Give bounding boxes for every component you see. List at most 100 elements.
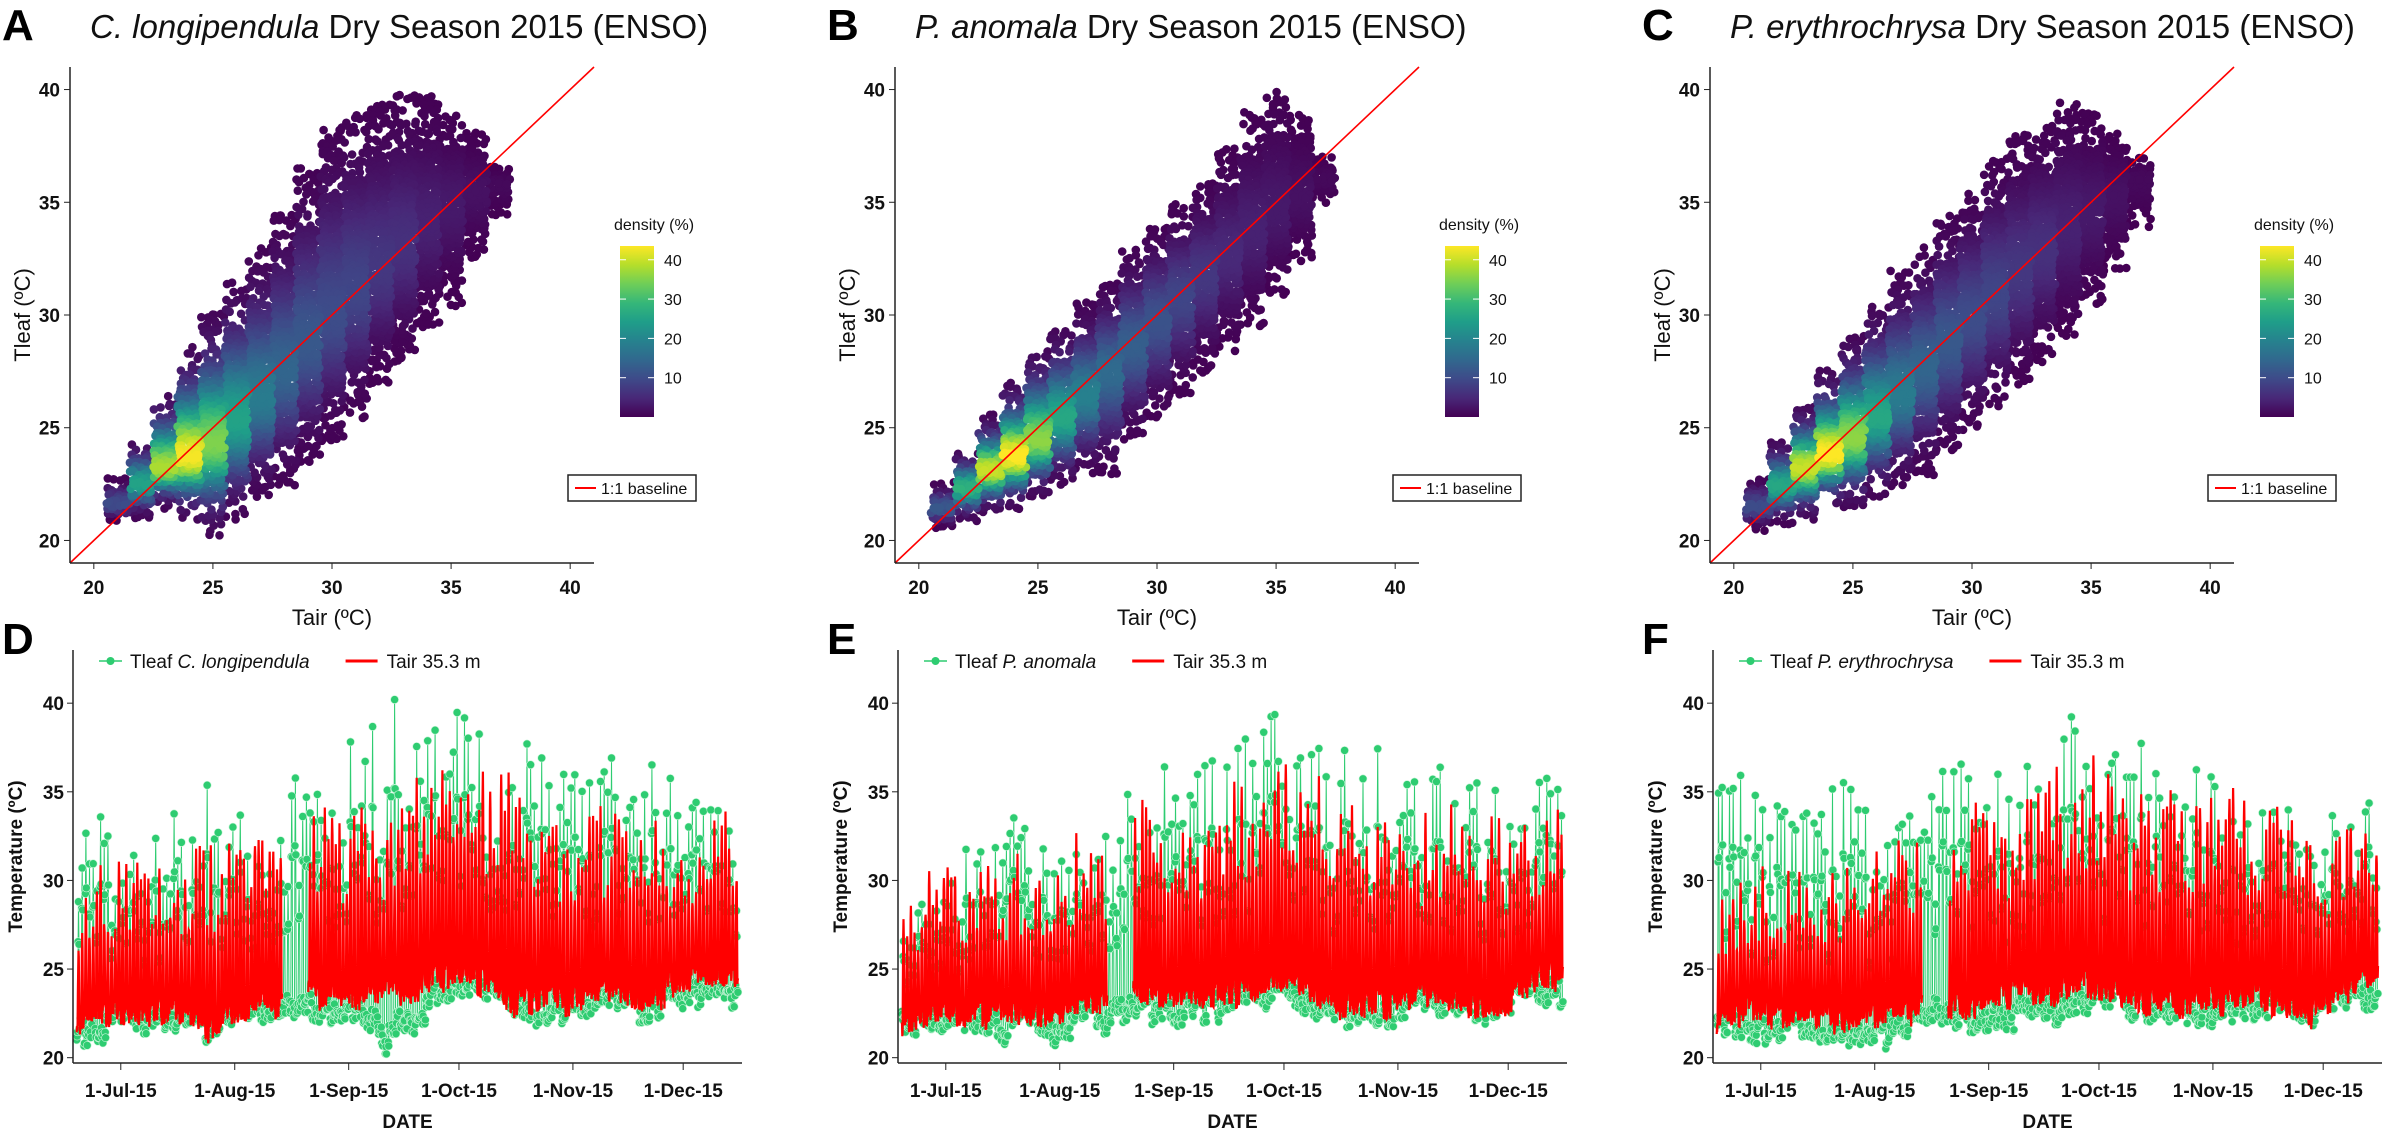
scatter-point [1234,254,1244,263]
scatter-point [1223,173,1233,183]
scatter-point [216,440,226,449]
colorbar-tick-label: 30 [664,292,682,309]
scatter-point [144,479,153,489]
scatter-point [278,471,288,480]
scatter-point [1279,208,1289,217]
scatter-points [102,90,515,540]
scatter-point [1259,318,1268,328]
scatter-point [474,243,483,253]
scatter-point [430,307,440,317]
scatter-point [324,178,334,187]
scatter-point [176,452,186,461]
scatter-point [1242,308,1252,317]
scatter-point [286,221,295,231]
panel-letter: B [827,1,859,50]
scatter-point [239,416,248,426]
x-tick-label: 25 [202,578,224,599]
chart-title: C. longipendula Dry Season 2015 (ENSO) [90,8,708,45]
scatter-point [287,367,297,377]
scatter-point [1275,115,1285,125]
scatter-point [1269,110,1279,119]
scatter-point [252,492,262,502]
scatter-point [457,206,466,215]
scatter-point [1142,408,1151,418]
scatter-point [348,376,358,386]
scatter-point [1153,410,1163,420]
scatter-point [368,355,377,365]
y-tick-label: 40 [39,81,60,102]
scatter-point [416,291,426,301]
scatter-point [494,179,504,188]
scatter-point [1110,464,1119,473]
scatter-point [360,288,370,298]
scatter-point [1270,272,1279,282]
scatter-point [1212,184,1222,193]
scatter-point [434,269,444,278]
scatter-point [471,186,480,196]
scatter-point [261,248,271,257]
scatter-point [1291,249,1301,259]
scatter-point [1117,247,1127,256]
x-tick-label: 30 [321,578,342,599]
scatter-point [420,111,429,121]
scatter-point [321,420,330,430]
scatter-point [193,354,202,364]
scatter-point [1133,272,1142,282]
scatter-point [329,156,339,165]
scatter-point [1167,209,1176,219]
scatter-point [142,507,151,517]
scatter-point [1164,393,1173,402]
scatter-point [372,373,382,383]
scatter-point [360,412,369,421]
scatter-point [457,121,467,130]
scatter-point [193,453,203,462]
baseline-legend: 1:1 baseline [567,474,697,502]
scatter-point [207,505,216,514]
scatter-point [451,111,461,121]
scatter-point [1216,158,1226,167]
scatter-point [1327,176,1337,186]
scatter-point [1296,256,1306,266]
scatter-point [315,404,325,414]
scatter-points [926,87,1340,533]
scatter-point [315,450,325,459]
scatter-point [120,500,129,510]
scatter-point [225,307,234,317]
scatter-point [125,467,135,476]
scatter-point [303,456,313,465]
scatter-point [274,480,284,489]
scatter-point [278,450,288,459]
scatter-point [283,415,293,425]
scatter-point [316,265,325,275]
scatter-point [229,287,238,297]
scatter-point [218,502,228,512]
scatter-point [408,324,417,333]
scatter-point [186,349,195,358]
scatter-point [339,153,349,162]
scatter-point [1179,203,1188,213]
scatter-point [327,165,337,175]
scatter-point [387,121,397,130]
scatter-point [176,505,185,515]
scatter-point [364,121,374,131]
scatter-point [331,405,340,415]
y-tick-label: 25 [39,419,61,440]
scatter-point [315,425,324,435]
scatter-point [164,401,174,411]
scatter-point [412,99,421,108]
scatter-point [305,339,315,349]
x-tick-label: 20 [83,578,104,599]
scatter-point [1196,182,1205,191]
scatter-point [1065,347,1074,356]
scatter-panel-a: A C. longipendula Dry Season 2015 (ENSO)2… [2,1,708,630]
title-rest: Dry Season 2015 (ENSO) [319,8,708,45]
scatter-point [1239,119,1248,129]
scatter-point [303,212,312,221]
scatter-point [319,125,328,135]
scatter-point [458,145,467,154]
scatter-point [446,300,456,310]
baseline-1to1-line [69,66,595,564]
scatter-point [231,509,240,519]
scatter-point [1270,285,1279,294]
colorbar-tick-label: 10 [664,371,682,388]
